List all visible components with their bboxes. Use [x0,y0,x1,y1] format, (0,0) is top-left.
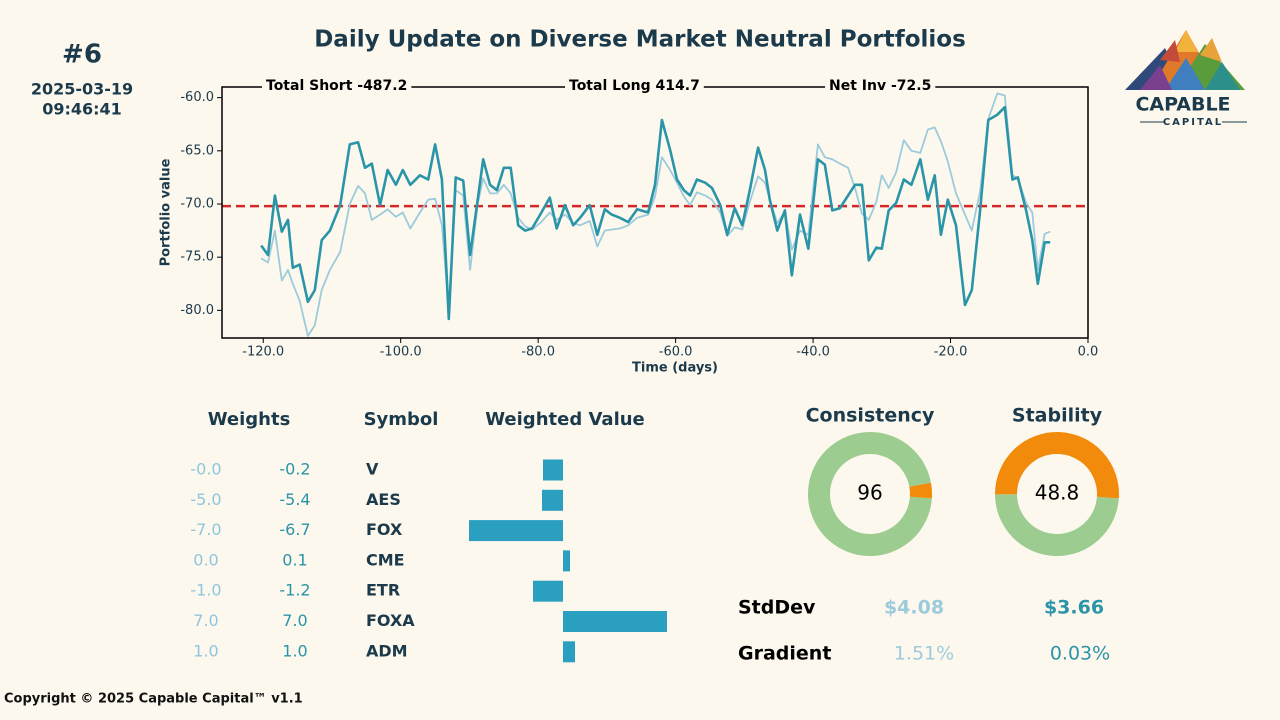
x-tick-label: -60.0 [659,345,693,360]
table-header: Symbol [364,409,439,430]
symbol: AES [366,490,401,509]
weight-prior: 1.0 [193,641,218,660]
series-line [260,92,1051,337]
symbol: FOXA [366,611,415,630]
donut-segment [807,432,932,557]
donut-center-label: 48.8 [1035,481,1080,505]
logo-sub: CAPITAL [1163,117,1223,128]
weight-prior: -7.0 [190,520,221,539]
annotation-bg [565,77,704,97]
bar [469,520,563,542]
x-tick-label: -40.0 [796,345,830,360]
time: 09:46:41 [42,100,122,119]
x-tick-label: -20.0 [934,345,968,360]
annotation: Total Short -487.2 [266,78,407,94]
logo: CAPABLE CAPITAL [1125,30,1247,128]
stat-prior: 1.51% [894,643,954,665]
y-tick-label: -65.0 [180,143,214,158]
y-axis-label: Portfolio value [159,158,174,266]
weight-prior: -5.0 [190,490,221,509]
bar [533,580,563,602]
x-tick-label: -120.0 [242,345,284,360]
annotation-bg [262,77,412,97]
bar [563,550,570,572]
symbol: V [366,460,379,479]
x-tick-label: -80.0 [521,345,555,360]
donut-center-label: 96 [857,481,882,505]
stat-label: Gradient [738,643,831,665]
series-line [260,105,1051,321]
symbol: CME [366,550,405,569]
stat-current: $3.66 [1044,597,1104,619]
annotation: Net Inv -72.5 [829,78,931,94]
weight-prior: -0.0 [190,460,221,479]
table-header: Weights [208,409,291,430]
weight-current: -1.2 [279,581,310,600]
x-axis-label: Time (days) [632,361,718,376]
annotation-bg [825,77,936,97]
y-tick-label: -75.0 [180,250,214,265]
symbol: FOX [366,520,403,539]
title: Daily Update on Diverse Market Neutral P… [314,27,966,53]
donut-title: Consistency [806,405,935,427]
donut-title: Stability [1012,405,1103,427]
weight-current: -6.7 [279,520,310,539]
bar [563,611,667,632]
weight-current: -5.4 [279,490,310,509]
symbol: ADM [366,641,408,660]
annotation: Total Long 414.7 [569,78,700,94]
rank: #6 [62,40,102,70]
stat-prior: $4.08 [884,597,944,619]
donut-segment [994,432,1119,499]
donut-segment [909,482,932,499]
logo-name: CAPABLE [1135,94,1230,116]
date: 2025-03-19 [31,80,133,99]
x-tick-label: -100.0 [380,345,422,360]
weight-current: 7.0 [282,611,307,630]
weight-prior: -1.0 [190,581,221,600]
stat-label: StdDev [738,597,816,619]
y-tick-label: -80.0 [180,303,214,318]
weight-current: -0.2 [279,460,310,479]
footer: Copyright © 2025 Capable Capital™ v1.1 [4,692,303,707]
weight-current: 0.1 [282,550,307,569]
weight-current: 1.0 [282,641,307,660]
bar [542,489,563,511]
weight-prior: 7.0 [193,611,218,630]
y-tick-label: -60.0 [180,90,214,105]
x-tick-label: 0.0 [1078,345,1099,360]
y-tick-label: -70.0 [180,196,214,211]
donut-segment [995,494,1119,557]
symbol: ETR [366,581,400,600]
weight-prior: 0.0 [193,550,218,569]
table-header: Weighted Value [485,409,645,430]
bar [543,459,563,481]
stat-current: 0.03% [1050,643,1110,665]
bar [563,641,575,663]
